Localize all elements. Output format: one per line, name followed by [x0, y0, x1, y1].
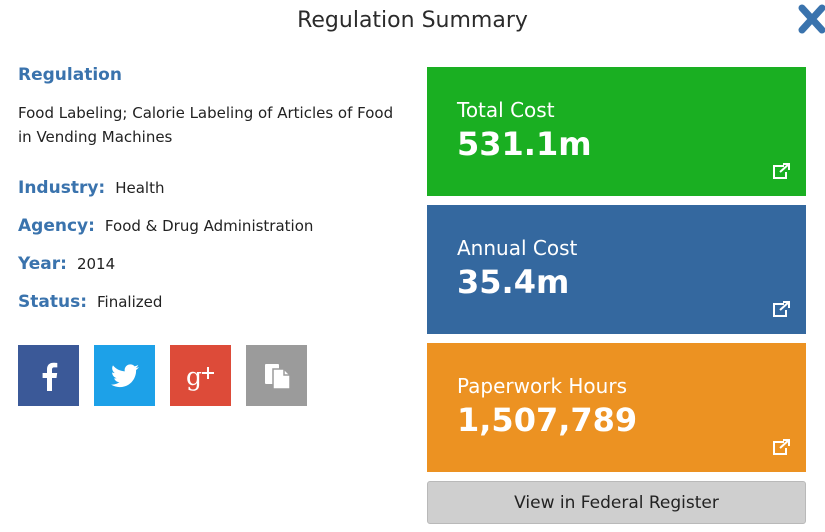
copy-link-button[interactable] [246, 345, 307, 406]
annual-cost-card[interactable]: Annual Cost 35.4m [427, 205, 806, 334]
external-link-icon[interactable] [771, 439, 791, 457]
industry-value: Health [115, 179, 165, 197]
status-row: Status: Finalized [18, 292, 162, 316]
agency-label: Agency: [18, 216, 95, 236]
status-label: Status: [18, 292, 87, 312]
regulation-name: Food Labeling; Calorie Labeling of Artic… [18, 104, 394, 146]
copy-icon [264, 363, 291, 390]
annual-cost-label: Annual Cost [457, 236, 578, 260]
agency-row: Agency: Food & Drug Administration [18, 216, 313, 240]
paperwork-hours-card[interactable]: Paperwork Hours 1,507,789 [427, 343, 806, 472]
year-label: Year: [18, 254, 67, 274]
year-value: 2014 [76, 255, 116, 273]
external-link-icon[interactable] [771, 301, 791, 319]
google-plus-share-button[interactable]: g [170, 345, 231, 406]
regulation-heading: Regulation [18, 65, 122, 85]
industry-row: Industry: Health [18, 178, 164, 202]
svg-text:g: g [186, 362, 202, 391]
external-link-icon[interactable] [771, 163, 791, 181]
status-value: Finalized [97, 293, 163, 311]
annual-cost-value: 35.4m [457, 263, 570, 301]
close-icon[interactable] [797, 3, 825, 35]
twitter-share-button[interactable] [94, 345, 155, 406]
dialog-title: Regulation Summary [297, 8, 528, 33]
paperwork-hours-label: Paperwork Hours [457, 374, 627, 398]
google-plus-icon: g [186, 362, 214, 391]
year-row: Year: 2014 [18, 254, 115, 278]
view-federal-register-button[interactable]: View in Federal Register [427, 481, 806, 524]
twitter-icon [110, 363, 139, 387]
total-cost-card[interactable]: Total Cost 531.1m [427, 67, 806, 196]
facebook-icon [42, 362, 57, 391]
total-cost-label: Total Cost [457, 98, 555, 122]
paperwork-hours-value: 1,507,789 [457, 401, 638, 439]
agency-value: Food & Drug Administration [104, 217, 314, 235]
total-cost-value: 531.1m [457, 125, 592, 163]
industry-label: Industry: [18, 178, 106, 198]
facebook-share-button[interactable] [18, 345, 79, 406]
